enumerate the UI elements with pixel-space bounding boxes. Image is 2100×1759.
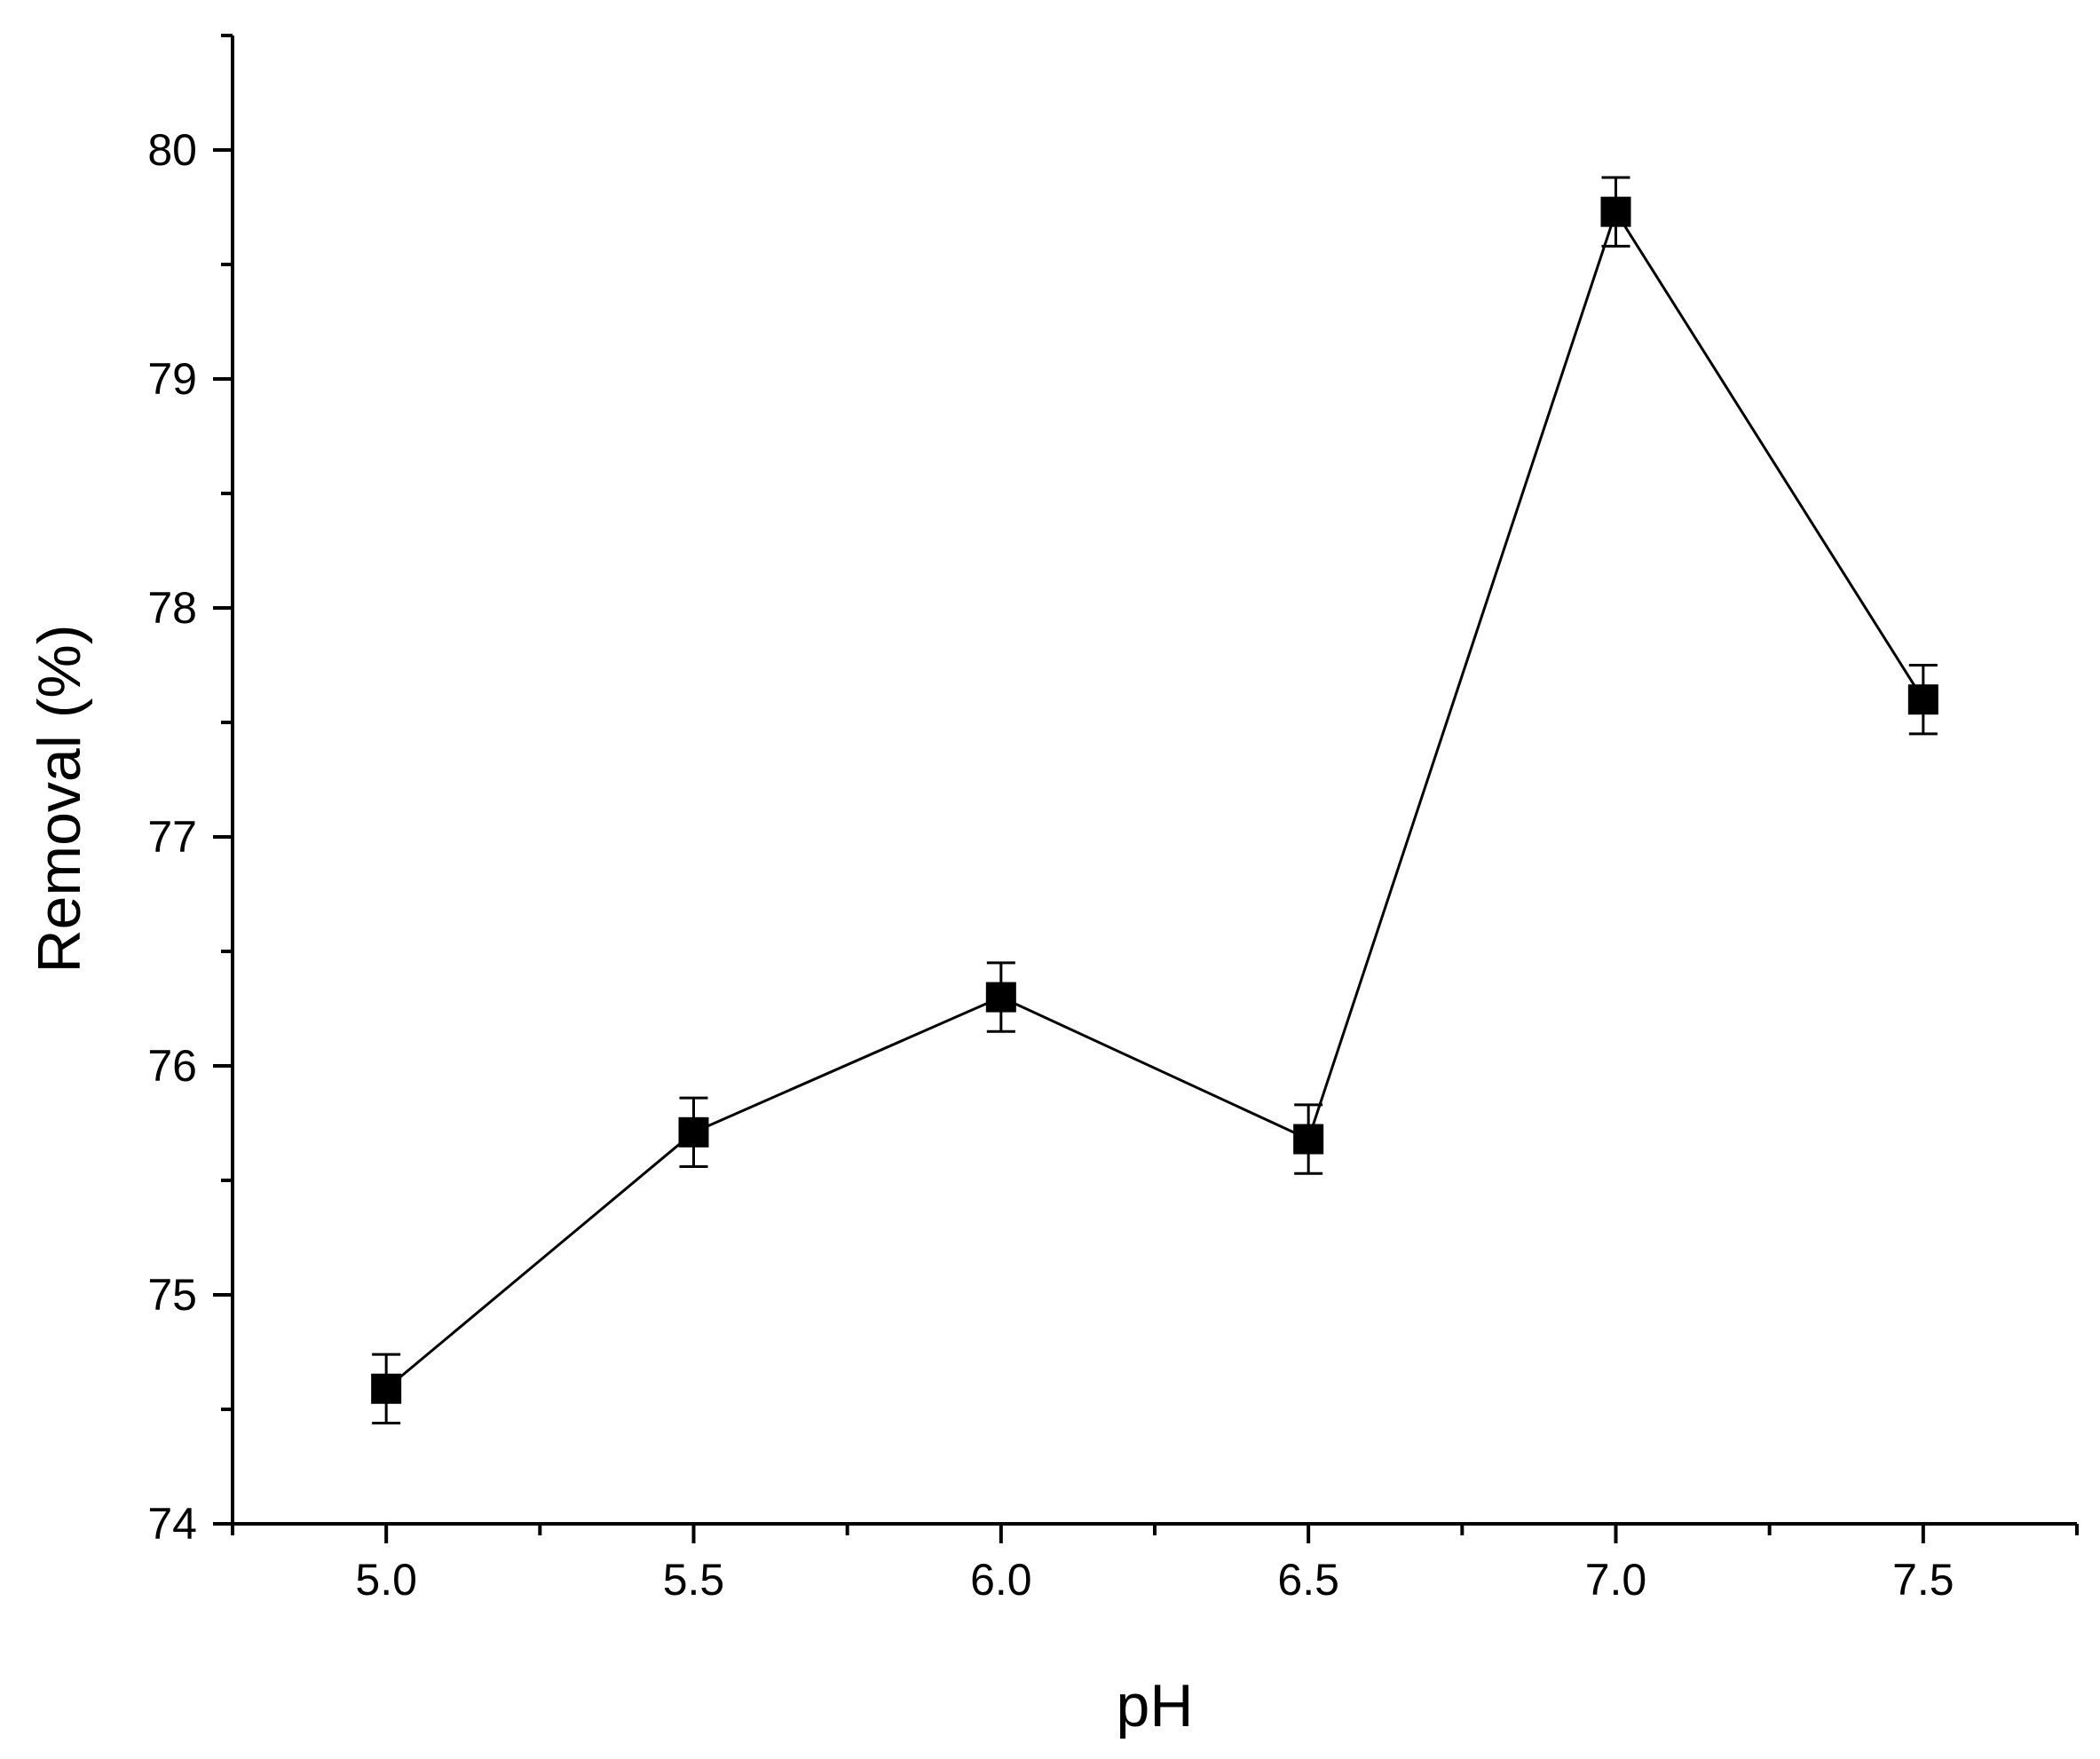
plot-area: 5.0 5.5 6.0 6.5 7.0 7.5 74 75 76 77 78 79 80	[147, 34, 2079, 1605]
x-tick-label: 5.5	[663, 1555, 725, 1605]
y-tick-label: 75	[147, 1270, 197, 1320]
y-ticks: 74 75 76 77 78 79 80	[147, 34, 233, 1549]
x-ticks: 5.0 5.5 6.0 6.5 7.0 7.5	[231, 1524, 2079, 1605]
y-tick-label: 76	[147, 1041, 197, 1091]
y-tick-label: 78	[147, 583, 197, 633]
x-tick-label: 7.5	[1892, 1555, 1954, 1605]
x-tick-label: 6.5	[1277, 1555, 1339, 1605]
data-point-marker	[1600, 196, 1631, 227]
y-axis-title: Removal (%)	[26, 625, 93, 974]
data-point-marker	[985, 982, 1016, 1013]
x-tick-label: 5.0	[355, 1555, 417, 1605]
series-layer	[371, 176, 1938, 1424]
data-point-marker	[1293, 1124, 1324, 1155]
x-tick-label: 7.0	[1585, 1555, 1647, 1605]
data-point-marker	[371, 1373, 402, 1404]
data-point-marker	[1907, 684, 1938, 715]
y-tick-label: 77	[147, 812, 197, 862]
x-tick-label: 6.0	[970, 1555, 1032, 1605]
y-tick-label: 74	[147, 1499, 197, 1549]
x-axis-title: pH	[1117, 1672, 1194, 1739]
series-line	[385, 209, 1925, 1390]
data-point-marker	[678, 1116, 709, 1148]
y-tick-label: 79	[147, 354, 197, 404]
y-tick-label: 80	[147, 125, 197, 175]
